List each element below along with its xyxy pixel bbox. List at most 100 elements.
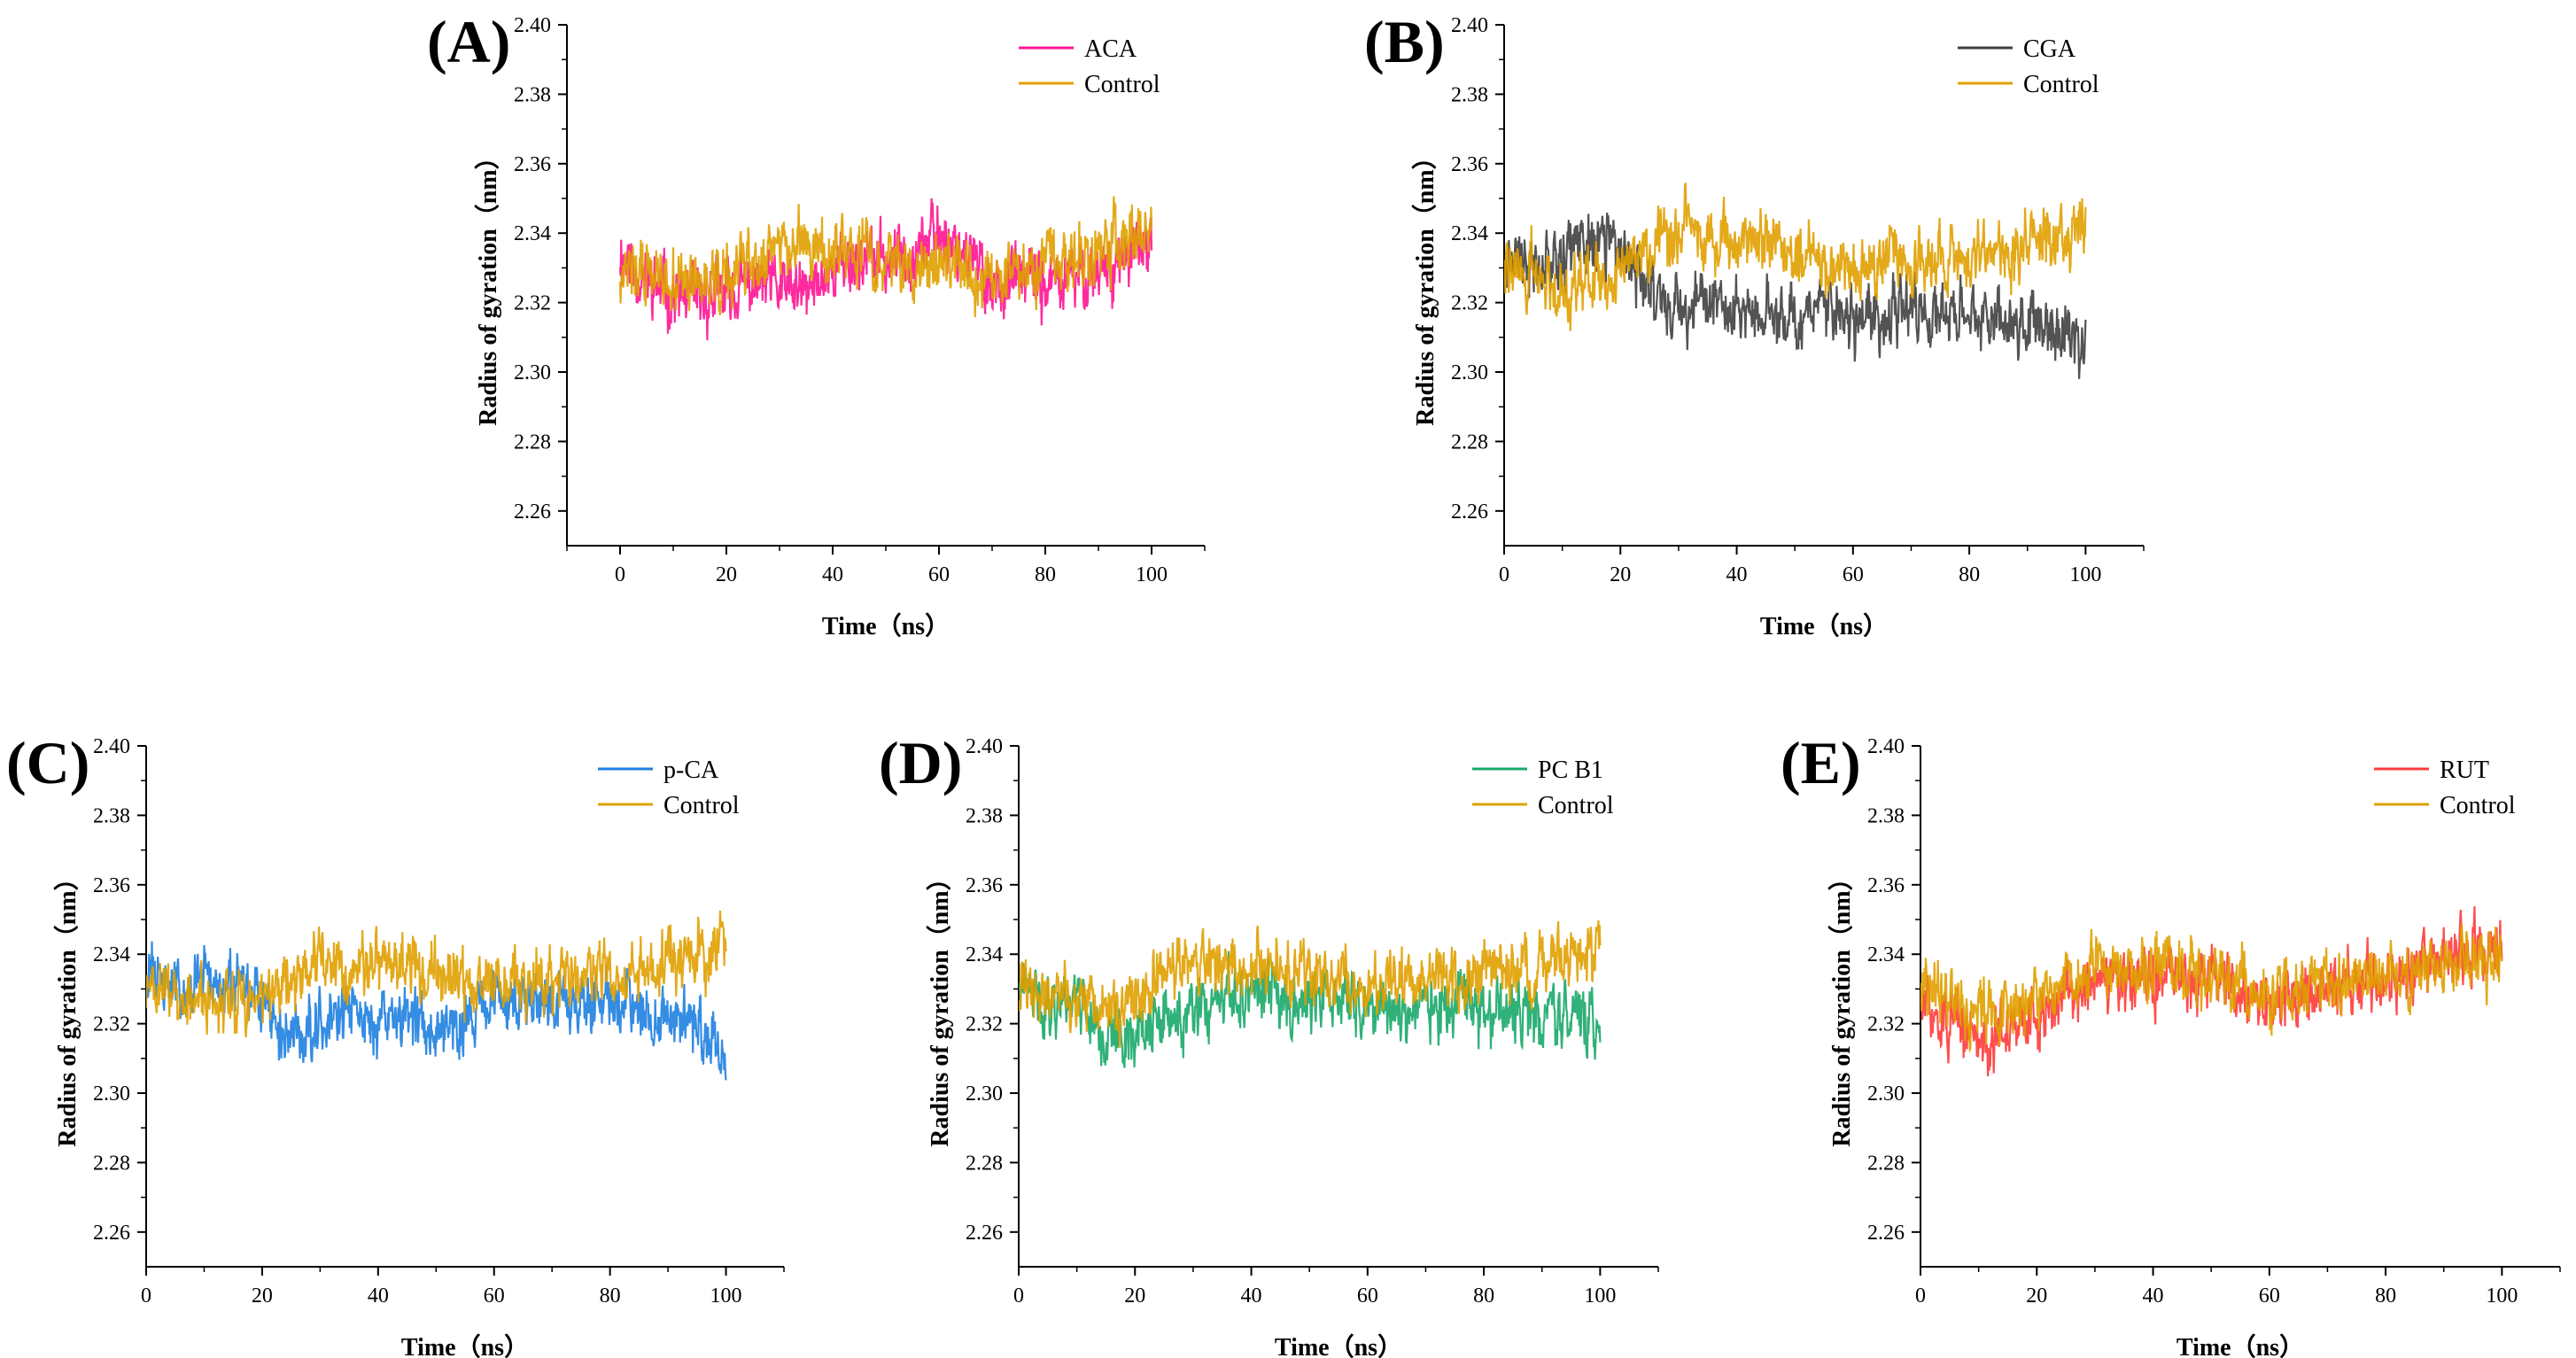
legend-label: PC B1 [1538,757,1603,784]
x-tick-label: 40 [1241,1284,1262,1308]
y-tick-label: 2.32 [966,1013,1003,1036]
x-tick-label: 100 [2486,1284,2518,1308]
y-tick-label: 2.34 [93,943,130,966]
y-tick-label: 2.30 [514,361,551,384]
y-tick-label: 2.32 [514,292,551,315]
y-tick-label: 2.30 [1451,361,1488,384]
y-tick-label: 2.38 [1867,804,1905,827]
legend-label: RUT [2440,757,2489,784]
y-tick-label: 2.38 [966,804,1003,827]
chart-panel-d: (D) 2.26 2.28 2.30 2.32 2.34 2.36 2.38 2.40 0 20 40… [879,729,1659,1358]
x-tick-label: 40 [1726,563,1748,586]
y-axis-title: Radius of gyration（nm） [473,144,502,425]
x-tick-label: 20 [2026,1284,2047,1308]
y-tick-label: 2.40 [1451,14,1488,37]
x-tick-label: 60 [1843,563,1864,586]
x-tick-label: 80 [2375,1284,2396,1308]
y-tick-label: 2.32 [1867,1013,1905,1036]
x-tick-label: 60 [484,1284,505,1308]
x-tick-label: 100 [1584,1284,1616,1308]
x-tick-label: 100 [2069,563,2101,586]
chart-panel-b: (B) 2.26 2.28 2.30 2.32 2.34 2.36 2.38 2.40 0 20 40… [1364,8,2145,640]
y-tick-label: 2.28 [966,1152,1003,1175]
panel-label: (D) [879,729,962,796]
y-tick-label: 2.40 [1867,735,1905,758]
y-tick-label: 2.38 [514,83,551,106]
legend-label: ACA [1084,35,1137,63]
y-axis-title: Radius of gyration（nm） [1827,865,1856,1146]
y-tick-label: 2.26 [514,501,551,524]
y-tick-label: 2.34 [514,222,551,245]
y-tick-label: 2.38 [1451,83,1488,106]
legend-label: CGA [2023,35,2076,63]
x-tick-label: 0 [1013,1284,1024,1308]
y-tick-label: 2.28 [1451,431,1488,454]
series-line-control [1504,182,2087,331]
y-tick-label: 2.32 [1451,292,1488,315]
y-tick-label: 2.28 [1867,1152,1905,1175]
legend-label: Control [2023,71,2099,98]
y-axis-title: Radius of gyration（nm） [925,865,954,1146]
x-tick-label: 0 [615,563,625,586]
x-axis-title: Time（ns） [822,611,950,640]
y-tick-label: 2.38 [93,804,130,827]
x-axis-title: Time（ns） [2176,1332,2304,1358]
x-tick-label: 40 [2143,1284,2164,1308]
series-line-pc-b1 [1019,951,1602,1068]
y-tick-label: 2.26 [966,1222,1003,1245]
y-tick-label: 2.30 [966,1083,1003,1106]
series-line-control [1920,924,2503,1054]
y-tick-label: 2.34 [966,943,1003,966]
x-tick-label: 20 [1124,1284,1145,1308]
panel-label: (B) [1364,8,1445,75]
panel-label: (E) [1781,729,1861,796]
x-axis-title: Time（ns） [401,1332,529,1358]
x-tick-label: 40 [822,563,843,586]
y-tick-label: 2.26 [1867,1222,1905,1245]
x-tick-label: 80 [1959,563,1980,586]
x-tick-label: 0 [141,1284,151,1308]
x-axis-title: Time（ns） [1275,1332,1402,1358]
y-tick-label: 2.40 [514,14,551,37]
legend-label: Control [1084,71,1160,98]
y-tick-label: 2.36 [514,153,551,176]
y-tick-label: 2.28 [514,431,551,454]
legend-label: p-CA [663,757,719,784]
x-tick-label: 80 [1473,1284,1494,1308]
chart-panel-a: (A) 2.26 2.28 2.30 2.32 2.34 2.36 2.38 2.40 0 20 40… [427,8,1206,640]
x-tick-label: 60 [1357,1284,1378,1308]
y-axis-title: Radius of gyration（nm） [52,865,81,1146]
y-tick-label: 2.34 [1867,943,1905,966]
x-tick-label: 20 [716,563,737,586]
y-tick-label: 2.36 [1451,153,1488,176]
y-tick-label: 2.30 [1867,1083,1905,1106]
legend-label: Control [2440,792,2516,819]
legend-label: Control [663,792,740,819]
series-line-cga [1504,212,2087,379]
x-tick-label: 100 [710,1284,742,1308]
series-line-control [618,196,1153,318]
y-tick-label: 2.36 [966,874,1003,897]
y-axis-title: Radius of gyration（nm） [1410,144,1439,425]
x-tick-label: 0 [1499,563,1509,586]
chart-panel-e: (E) 2.26 2.28 2.30 2.32 2.34 2.36 2.38 2.40 0 20 40… [1781,729,2561,1358]
y-tick-label: 2.40 [93,735,130,758]
y-tick-label: 2.34 [1451,222,1488,245]
x-tick-label: 60 [928,563,950,586]
y-tick-label: 2.26 [93,1222,130,1245]
legend-label: Control [1538,792,1614,819]
y-tick-label: 2.28 [93,1152,130,1175]
x-tick-label: 0 [1915,1284,1926,1308]
x-tick-label: 80 [1035,563,1056,586]
series-line-control [146,910,727,1038]
x-tick-label: 80 [600,1284,621,1308]
chart-panel-c: (C) 2.26 2.28 2.30 2.32 2.34 2.36 2.38 2.40 0 20 40… [6,729,785,1358]
x-tick-label: 20 [252,1284,273,1308]
y-tick-label: 2.36 [1867,874,1905,897]
y-tick-label: 2.32 [93,1013,130,1036]
x-axis-title: Time（ns） [1760,611,1888,640]
x-tick-label: 20 [1610,563,1631,586]
y-tick-label: 2.40 [966,735,1003,758]
panel-label: (A) [427,8,510,75]
